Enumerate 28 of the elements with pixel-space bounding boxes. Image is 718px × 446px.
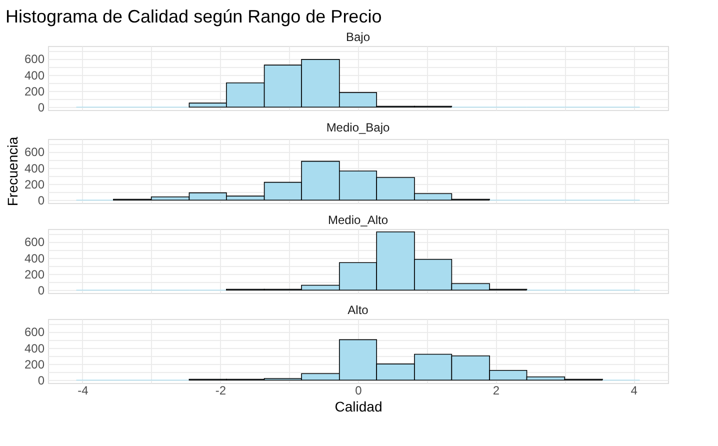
- y-tick-label: 400: [24, 251, 45, 266]
- y-tick-label: 0: [38, 374, 45, 388]
- y-tick-label: 400: [24, 341, 45, 356]
- y-tick-label: 200: [24, 267, 45, 282]
- x-tick-label: 4: [630, 384, 638, 398]
- chart-title: Histograma de Calidad según Rango de Precio: [5, 6, 382, 26]
- chart-subtitle: Medio_Alto: [328, 213, 388, 227]
- y-tick-label: 400: [24, 161, 45, 176]
- x-tick-label: 2: [492, 384, 500, 398]
- x-axis-title: Calidad: [334, 398, 382, 414]
- y-tick-label: 200: [24, 177, 45, 192]
- chart-subtitle: Medio_Bajo: [326, 120, 390, 134]
- y-tick-label: 0: [38, 194, 45, 208]
- y-tick-label: 400: [24, 68, 45, 82]
- y-tick-label: 0: [38, 284, 45, 298]
- y-tick-label: 200: [24, 84, 45, 98]
- chart-subtitle: Bajo: [346, 30, 370, 44]
- y-axis-title: Frecuencia: [4, 136, 20, 206]
- y-tick-label: 200: [24, 357, 45, 372]
- chart-subtitle: Alto: [348, 303, 369, 317]
- x-tick-label: -2: [215, 384, 226, 398]
- y-tick-label: 600: [24, 325, 45, 340]
- y-tick-label: 0: [38, 100, 45, 115]
- y-tick-label: 600: [24, 235, 45, 250]
- y-tick-label: 600: [24, 52, 45, 66]
- x-tick-label: -4: [78, 384, 89, 398]
- x-tick-label: 0: [355, 384, 362, 398]
- y-tick-label: 600: [24, 145, 45, 160]
